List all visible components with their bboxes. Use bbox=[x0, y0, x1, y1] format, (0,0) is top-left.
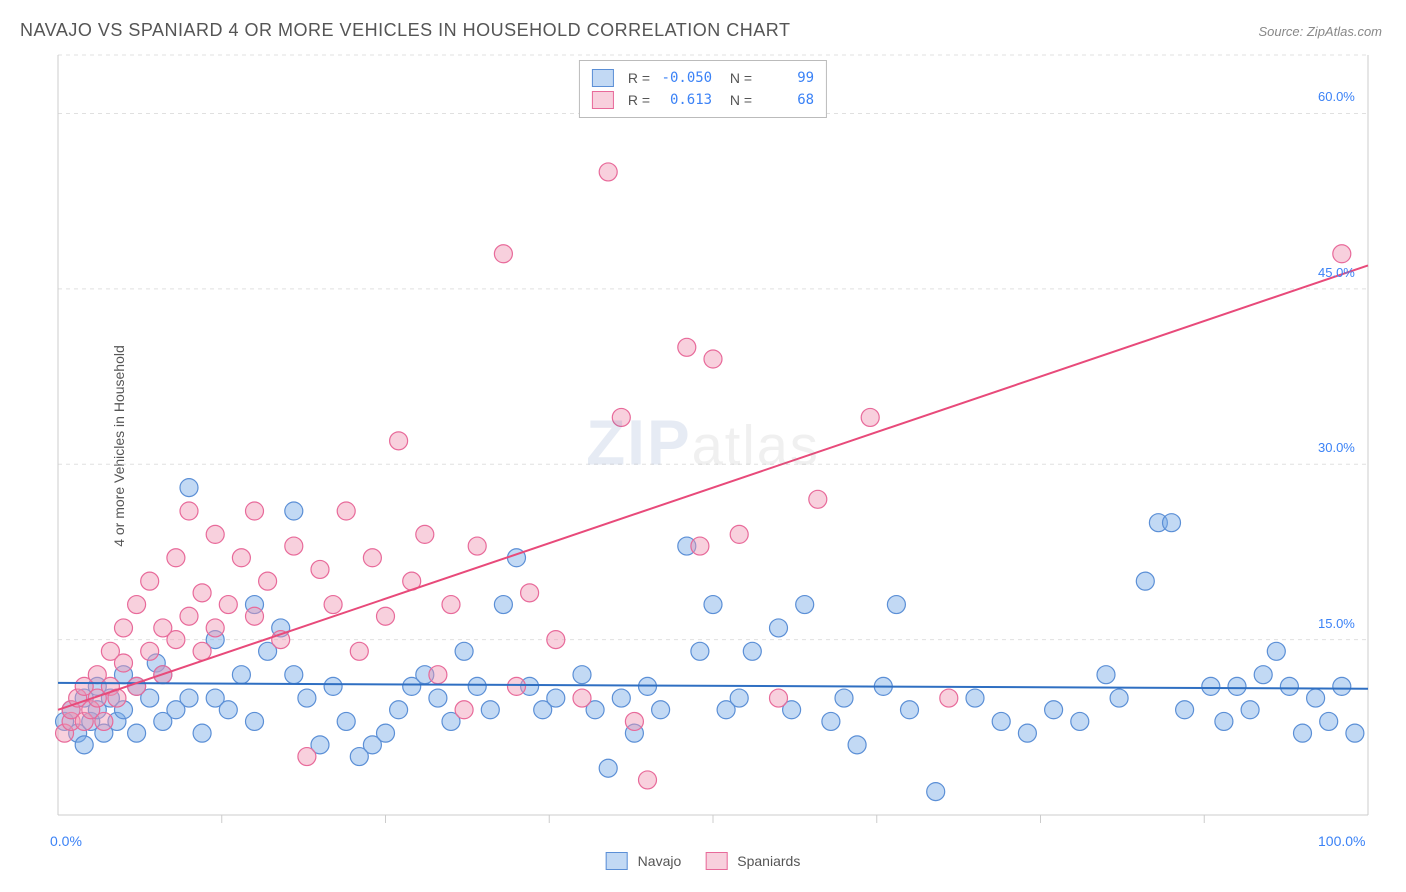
legend-label-navajo: Navajo bbox=[638, 853, 682, 869]
legend-label-spaniards: Spaniards bbox=[737, 853, 800, 869]
n-label: N = bbox=[722, 67, 752, 89]
r-value-spaniards: 0.613 bbox=[660, 89, 712, 111]
scatter-chart bbox=[0, 0, 1406, 892]
r-label: R = bbox=[628, 89, 650, 111]
stats-row-spaniards: R = 0.613 N = 68 bbox=[592, 89, 814, 111]
n-label: N = bbox=[722, 89, 752, 111]
stats-legend: R = -0.050 N = 99 R = 0.613 N = 68 bbox=[579, 60, 827, 118]
n-value-navajo: 99 bbox=[762, 67, 814, 89]
x-axis-max-label: 100.0% bbox=[1318, 833, 1365, 849]
y-tick-label: 45.0% bbox=[1318, 265, 1355, 280]
series-legend: Navajo Spaniards bbox=[606, 852, 801, 870]
n-value-spaniards: 68 bbox=[762, 89, 814, 111]
legend-item-spaniards: Spaniards bbox=[705, 852, 800, 870]
y-tick-label: 30.0% bbox=[1318, 440, 1355, 455]
swatch-navajo bbox=[606, 852, 628, 870]
swatch-navajo bbox=[592, 69, 614, 87]
x-axis-min-label: 0.0% bbox=[50, 833, 82, 849]
swatch-spaniards bbox=[592, 91, 614, 109]
r-value-navajo: -0.050 bbox=[660, 67, 712, 89]
swatch-spaniards bbox=[705, 852, 727, 870]
legend-item-navajo: Navajo bbox=[606, 852, 682, 870]
chart-container: { "title": "NAVAJO VS SPANIARD 4 OR MORE… bbox=[0, 0, 1406, 892]
stats-row-navajo: R = -0.050 N = 99 bbox=[592, 67, 814, 89]
y-tick-label: 60.0% bbox=[1318, 89, 1355, 104]
y-tick-label: 15.0% bbox=[1318, 616, 1355, 631]
r-label: R = bbox=[628, 67, 650, 89]
